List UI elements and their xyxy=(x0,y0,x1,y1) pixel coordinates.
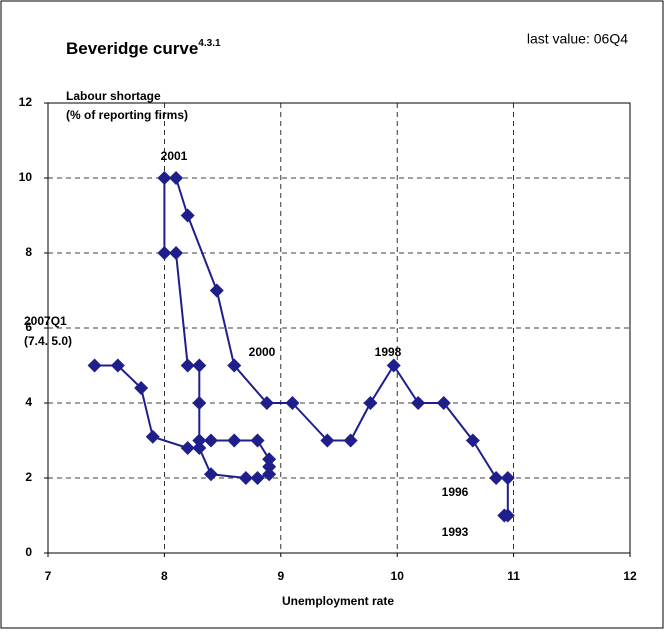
marker xyxy=(157,171,172,185)
marker xyxy=(87,358,102,373)
x-tick-label: 8 xyxy=(161,569,168,583)
marker xyxy=(285,396,300,410)
x-tick-label: 11 xyxy=(507,569,520,583)
x-tick-label: 10 xyxy=(391,569,405,583)
annotation: 1998 xyxy=(375,345,402,359)
marker xyxy=(320,433,335,448)
y-tick-label: 0 xyxy=(25,545,32,559)
y-tick-label: 8 xyxy=(25,245,32,259)
marker xyxy=(145,429,160,444)
x-axis-label: Unemployment rate xyxy=(282,594,394,608)
annotation: 2000 xyxy=(249,345,276,359)
marker xyxy=(110,358,125,373)
x-tick-label: 12 xyxy=(623,569,637,583)
marker xyxy=(411,396,426,410)
marker xyxy=(250,433,265,448)
marker xyxy=(262,467,277,482)
marker xyxy=(157,246,172,260)
marker xyxy=(203,467,218,482)
marker xyxy=(192,433,207,448)
marker xyxy=(238,471,253,485)
marker xyxy=(192,441,207,455)
marker xyxy=(500,508,515,523)
marker xyxy=(169,246,184,260)
marker xyxy=(262,452,277,467)
marker xyxy=(386,358,401,373)
marker xyxy=(343,433,358,448)
marker xyxy=(250,471,265,485)
marker xyxy=(259,396,274,410)
annotation: 2001 xyxy=(161,149,188,163)
marker xyxy=(363,396,378,410)
title-superscript: 4.3.1 xyxy=(198,38,221,49)
marker xyxy=(209,283,224,298)
y-tick-label: 12 xyxy=(19,95,33,109)
y-tick-label: 2 xyxy=(25,470,32,484)
x-tick-label: 9 xyxy=(277,569,284,583)
y-tick-label: 4 xyxy=(25,395,32,409)
y-axis-label: (% of reporting firms) xyxy=(66,108,188,122)
marker xyxy=(169,171,184,185)
marker xyxy=(180,358,195,373)
marker xyxy=(180,208,195,223)
chart-title: Beveridge curve4.3.1 xyxy=(66,38,221,59)
annotation: 2007Q1 xyxy=(24,314,67,328)
marker xyxy=(192,358,207,373)
marker xyxy=(192,396,207,410)
marker xyxy=(203,433,218,448)
y-tick-label: 6 xyxy=(25,320,32,334)
marker xyxy=(262,459,277,474)
y-axis-label: Labour shortage xyxy=(66,89,161,103)
subtitle: last value: 06Q4 xyxy=(527,31,628,47)
annotation: 1996 xyxy=(442,485,469,499)
marker xyxy=(227,433,242,448)
x-tick-label: 7 xyxy=(45,569,52,583)
marker xyxy=(180,441,195,455)
annotation: 1993 xyxy=(442,525,469,539)
marker xyxy=(465,433,480,448)
annotation: (7.4. 5.0) xyxy=(24,334,72,348)
marker xyxy=(134,381,149,395)
marker xyxy=(436,396,451,410)
marker xyxy=(489,471,504,485)
title-text: Beveridge curve xyxy=(66,39,198,58)
marker xyxy=(227,358,242,373)
y-tick-label: 10 xyxy=(19,170,33,184)
marker xyxy=(500,471,515,485)
